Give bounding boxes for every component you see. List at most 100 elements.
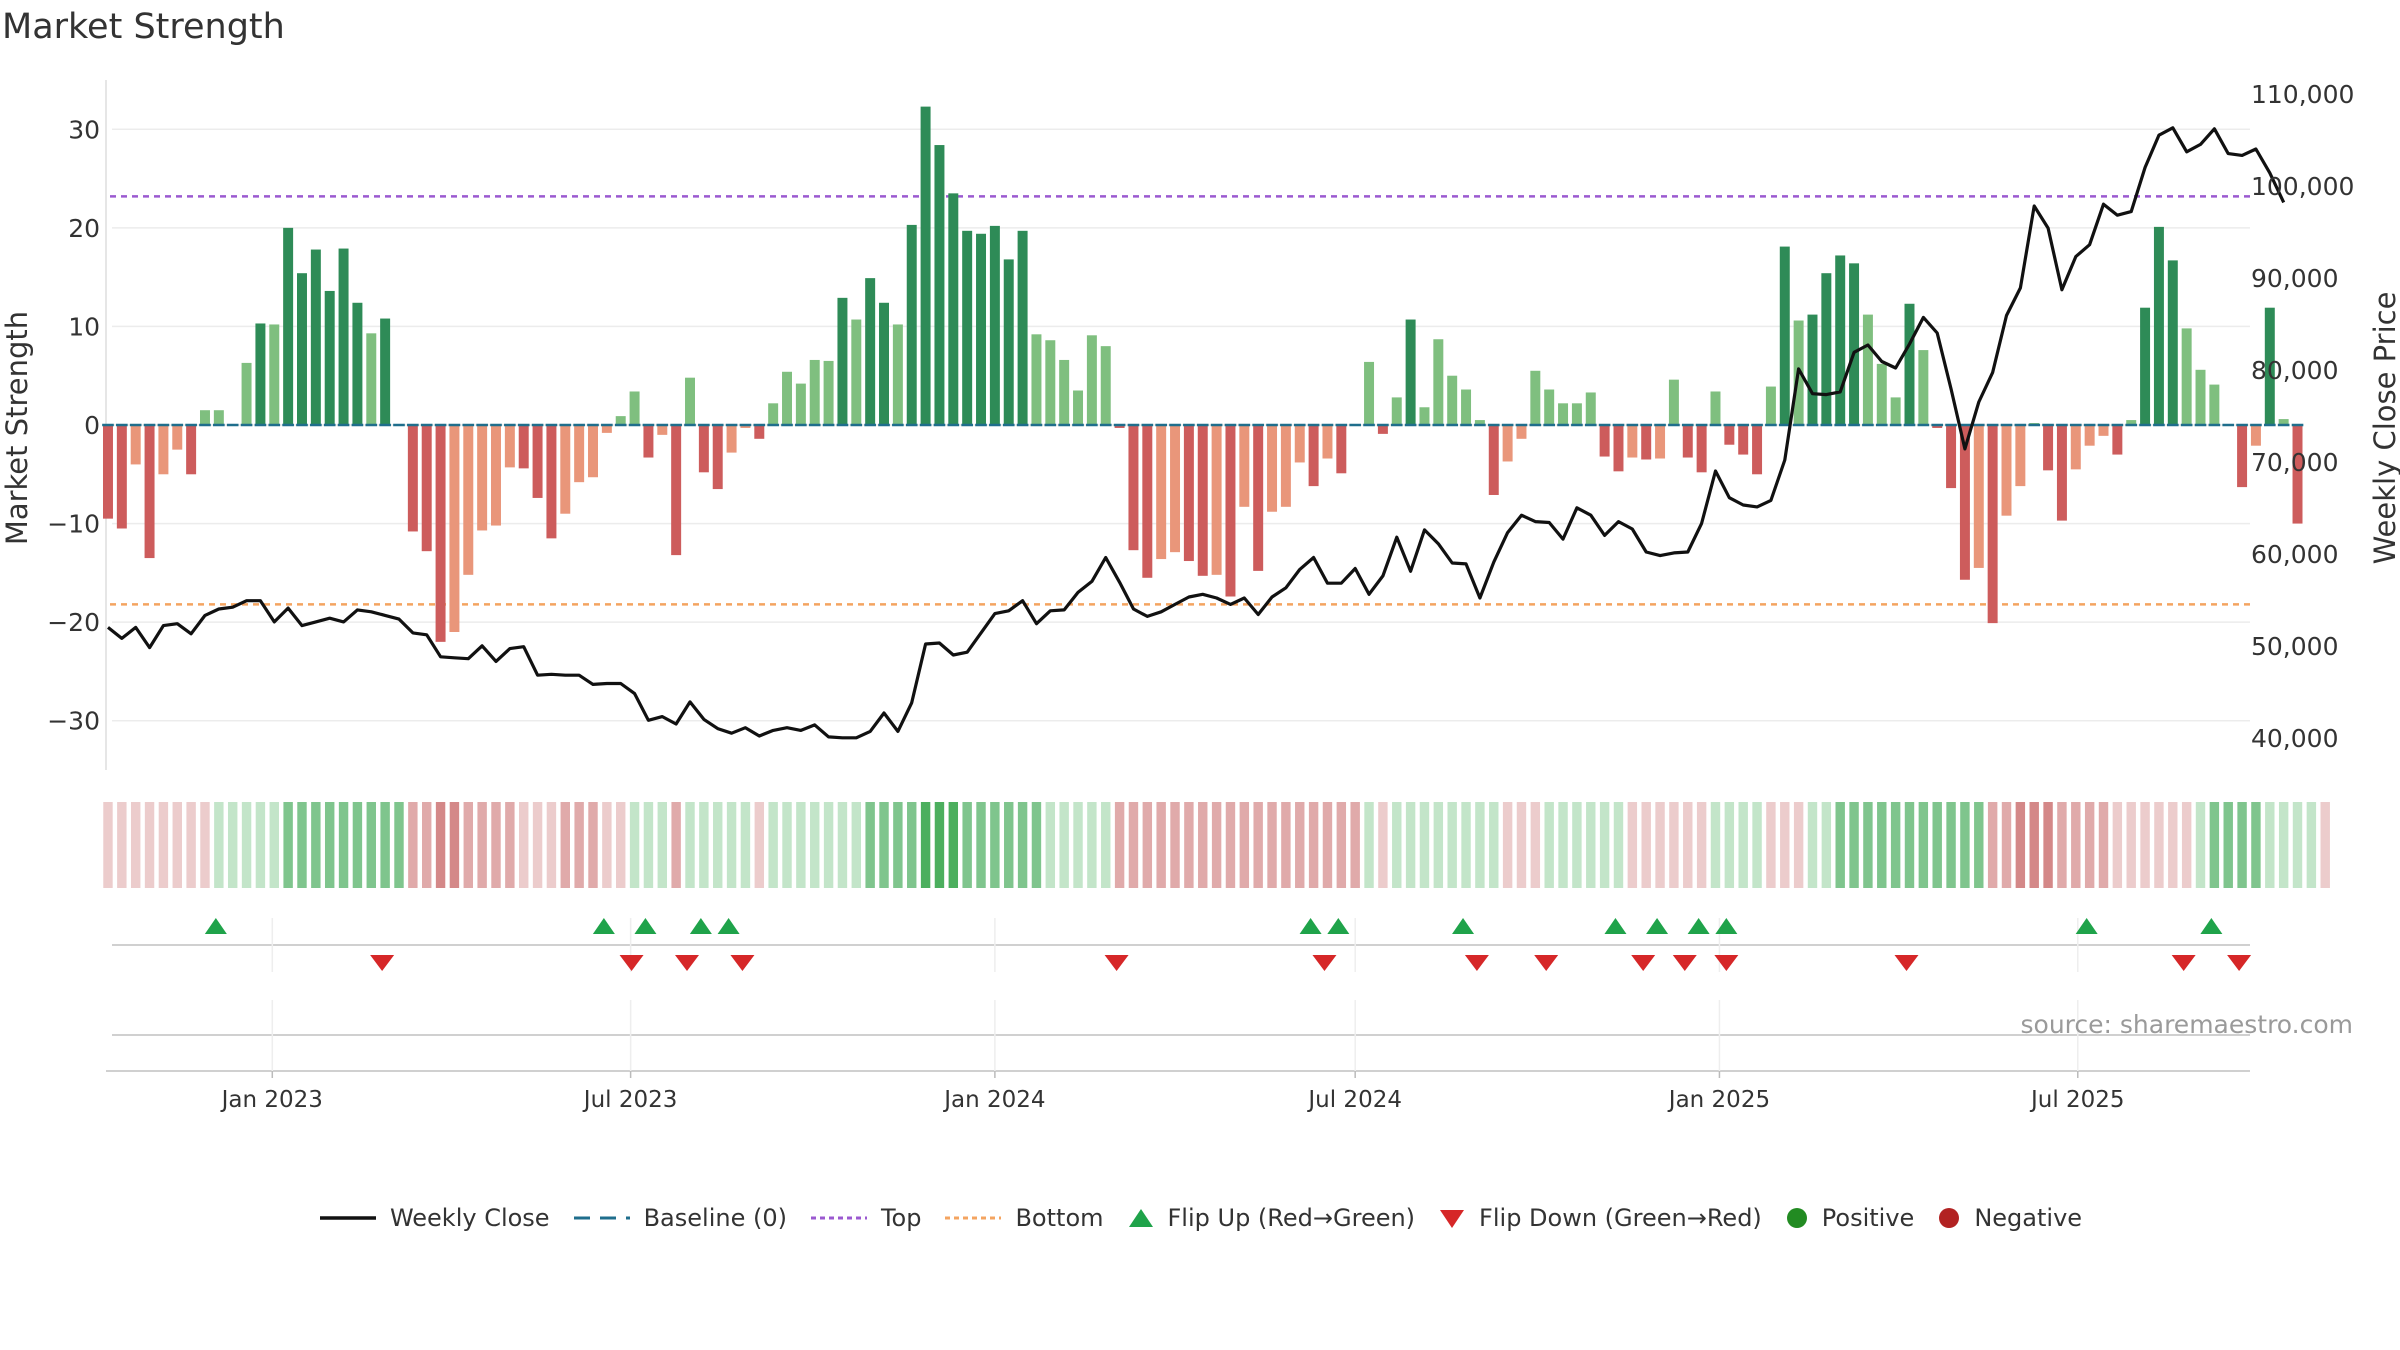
- strength-bar: [1668, 379, 1679, 425]
- strength-bar: [795, 383, 806, 425]
- strength-bar: [407, 425, 418, 532]
- strength-bar: [1100, 346, 1111, 425]
- heat-cell: [532, 802, 543, 888]
- strength-bar: [574, 425, 585, 483]
- flip-down-marker: [1631, 955, 1656, 971]
- heat-cell: [2278, 802, 2289, 888]
- heat-cell: [893, 802, 903, 888]
- strength-bar: [1710, 391, 1721, 425]
- heat-cell: [214, 802, 224, 888]
- strength-bar: [1835, 255, 1846, 425]
- heat-cell: [2057, 802, 2067, 888]
- heat-cell: [1475, 802, 1485, 888]
- strength-bar: [2001, 425, 2012, 516]
- strength-bar: [2084, 425, 2095, 446]
- triangle-down-icon: [1440, 1210, 1465, 1228]
- right-axis-ticks: 110,000 100,000 90,000 80,000 70,000 60,000 50…: [2251, 80, 2354, 753]
- strength-bar: [477, 425, 488, 531]
- x-tick-label: Jul 2023: [582, 1087, 678, 1113]
- strength-bar: [255, 323, 266, 425]
- heat-cell: [1710, 802, 1721, 888]
- legend-dashed-swatch-icon: [573, 1216, 630, 1220]
- strength-bar: [1655, 425, 1666, 459]
- legend: Weekly Close Baseline (0) Top Bottom Fli…: [0, 1198, 2400, 1238]
- flip-down-marker: [1464, 955, 1489, 971]
- strength-bar: [1849, 263, 1860, 425]
- heat-cell: [1641, 802, 1651, 888]
- heat-cell: [1295, 802, 1305, 888]
- x-tick-label: Jul 2025: [2029, 1087, 2125, 1113]
- strength-bar: [865, 278, 876, 425]
- green-dot-icon: [1786, 1208, 1807, 1228]
- strength-bar: [1474, 420, 1485, 425]
- heat-cell: [1045, 802, 1056, 888]
- heat-cell: [616, 802, 626, 888]
- strength-bar: [1239, 425, 1250, 507]
- heat-cell: [283, 802, 293, 888]
- legend-dotted-swatch-icon: [810, 1216, 867, 1220]
- heat-cell: [1821, 802, 1832, 888]
- flip-up-marker: [1452, 918, 1475, 934]
- strength-bar: [2250, 425, 2261, 446]
- strength-bar: [1031, 334, 1042, 425]
- strength-bar: [685, 377, 695, 425]
- strength-bar: [698, 425, 709, 473]
- heat-cell: [1211, 802, 1222, 888]
- heat-cell: [2181, 802, 2192, 888]
- heat-cell: [1059, 802, 1069, 888]
- heat-cell: [740, 802, 751, 888]
- strength-bar: [2153, 226, 2164, 425]
- strength-bar: [1059, 359, 1070, 425]
- flip-down-marker: [1894, 955, 1919, 971]
- heat-cell: [948, 802, 959, 888]
- strength-bar: [1599, 425, 1610, 457]
- legend-label: Flip Down (Green→Red): [1479, 1204, 1762, 1232]
- strength-bar: [1738, 425, 1749, 455]
- heat-cell: [297, 802, 307, 888]
- y-tick-label: −30: [47, 707, 100, 736]
- strength-bar: [2278, 419, 2289, 425]
- heat-cell: [2140, 802, 2150, 888]
- strength-bar: [1724, 425, 1735, 445]
- strength-bar: [2237, 425, 2248, 488]
- heat-cell: [560, 802, 570, 888]
- strength-bar: [1987, 425, 1998, 624]
- heat-cell: [768, 802, 778, 888]
- y2-tick-label: 100,000: [2251, 172, 2354, 201]
- strength-bar: [144, 425, 155, 559]
- strength-bar: [199, 410, 210, 425]
- heat-cell: [1322, 802, 1333, 888]
- strength-bar: [1322, 425, 1333, 459]
- heat-cell: [1586, 802, 1596, 888]
- heat-cell: [837, 802, 848, 888]
- heat-cell: [602, 802, 612, 888]
- strength-bar: [2043, 425, 2054, 471]
- strength-bar: [504, 425, 515, 468]
- strength-bar: [241, 362, 252, 425]
- strength-bar: [269, 324, 280, 425]
- strength-bar: [1377, 425, 1388, 434]
- strength-bar: [823, 360, 834, 425]
- legend-label: Positive: [1821, 1204, 1915, 1232]
- heat-cell: [1960, 802, 1970, 888]
- y2-tick-label: 80,000: [2251, 356, 2338, 385]
- heat-cell: [934, 802, 945, 888]
- flip-down-marker: [619, 955, 644, 971]
- heat-cell: [2237, 802, 2247, 888]
- heat-cell: [491, 802, 501, 888]
- heat-cell: [241, 802, 252, 888]
- heat-cell: [519, 802, 529, 888]
- strength-bar: [2264, 307, 2275, 425]
- y-tick-label: 20: [68, 214, 100, 243]
- strength-bar: [1752, 425, 1763, 475]
- heat-cell: [699, 802, 709, 888]
- x-axis-ticks: Jan 2023 Jul 2023 Jan 2024 Jul 2024 Jan 2025…: [220, 1071, 2125, 1113]
- strength-bar: [879, 302, 890, 425]
- heat-cell: [2001, 802, 2012, 888]
- strength-bar: [1003, 259, 1014, 425]
- strength-bar: [1932, 425, 1943, 428]
- strength-bar: [906, 224, 917, 425]
- legend-label: Negative: [1974, 1204, 2083, 1232]
- flip-down-marker: [1672, 955, 1697, 971]
- heat-cell: [2265, 802, 2275, 888]
